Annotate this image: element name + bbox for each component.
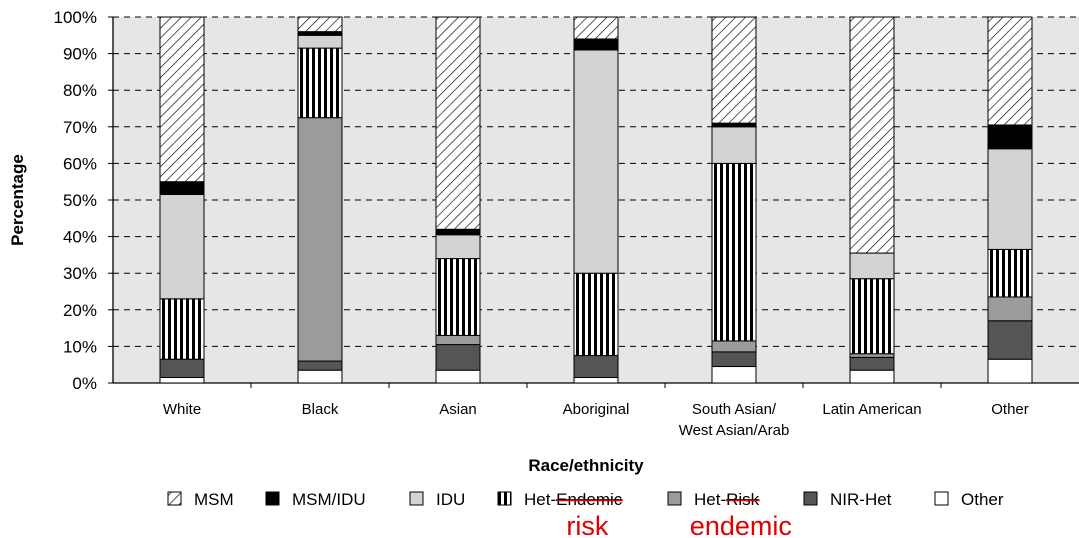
bar-segment-nir-het xyxy=(711,351,757,368)
legend-label: Het-Risk xyxy=(694,490,760,509)
y-tick-label: 100% xyxy=(54,8,97,27)
y-tick-label: 90% xyxy=(63,45,97,64)
bar-segment-msm-idu xyxy=(711,122,757,128)
legend-swatch-vertical xyxy=(497,491,512,506)
bar-segment-het-risk xyxy=(297,117,343,362)
x-axis-title: Race/ethnicity xyxy=(528,456,644,475)
y-tick-label: 40% xyxy=(63,228,97,247)
bar-segment-msm-idu xyxy=(987,124,1033,150)
x-category-label: Latin American xyxy=(822,401,921,418)
legend-label: Het-Endemic xyxy=(524,490,623,509)
y-tick-label: 50% xyxy=(63,191,97,210)
y-axis-title: Percentage xyxy=(8,154,27,246)
legend-swatch-darkgray xyxy=(803,491,818,506)
legend-swatch-hatch xyxy=(167,491,182,506)
bar-segment-msm-idu xyxy=(435,228,481,236)
bar-segment-other xyxy=(297,369,343,384)
y-tick-label: 20% xyxy=(63,301,97,320)
legend-label: MSM/IDU xyxy=(292,490,366,509)
y-tick-label: 70% xyxy=(63,118,97,137)
bar-segment-nir-het xyxy=(159,358,205,379)
y-tick-label: 60% xyxy=(63,154,97,173)
x-category-label: Aboriginal xyxy=(563,401,630,418)
x-category-label: Other xyxy=(991,401,1029,418)
bar-segment-other xyxy=(573,377,619,384)
bar-segment-msm xyxy=(435,16,481,230)
bar-segment-nir-het xyxy=(987,320,1033,360)
legend-struck-word: Risk xyxy=(726,490,760,509)
bar-segment-idu xyxy=(987,148,1033,250)
y-tick-label: 30% xyxy=(63,264,97,283)
bar-segment-other xyxy=(159,377,205,384)
bar-segment-het-risk xyxy=(987,296,1033,322)
bar-segment-nir-het xyxy=(849,356,895,371)
bar-segment-idu xyxy=(573,49,619,274)
bar-segment-het-endemic xyxy=(159,298,205,360)
y-tick-label: 80% xyxy=(63,81,97,100)
bar-segment-other xyxy=(987,358,1033,384)
legend-label: NIR-Het xyxy=(830,490,892,509)
legend-struck-word: Endemic xyxy=(556,490,623,509)
legend-label: Other xyxy=(961,490,1004,509)
bar-segment-other xyxy=(849,369,895,384)
legend-swatch-white xyxy=(934,491,949,506)
legend-swatch-midgray xyxy=(667,491,682,506)
bar-segment-idu xyxy=(159,194,205,300)
x-category-label: White xyxy=(163,401,201,418)
bar-segment-nir-het xyxy=(435,344,481,371)
x-category-label: West Asian/Arab xyxy=(679,422,790,439)
bar-segment-msm xyxy=(987,16,1033,126)
bar-segment-other xyxy=(711,366,757,384)
bar-segment-het-endemic xyxy=(573,272,619,357)
bar-segment-het-risk xyxy=(435,334,481,346)
handwritten-correction: endemic xyxy=(690,511,792,538)
legend-label: IDU xyxy=(436,490,465,509)
bar-segment-het-endemic xyxy=(711,162,757,342)
bar-segment-msm-idu xyxy=(159,181,205,196)
legend-swatch-black xyxy=(265,491,280,506)
x-category-label: Black xyxy=(302,401,339,418)
x-category-label: Asian xyxy=(439,401,477,418)
bar-segment-idu xyxy=(849,252,895,280)
bar-segment-msm xyxy=(849,16,895,254)
bar-segment-msm xyxy=(573,16,619,40)
bar-segment-idu xyxy=(297,34,343,49)
bar-segment-msm-idu xyxy=(573,38,619,51)
bar-segment-het-endemic xyxy=(987,248,1033,298)
bar-segment-het-risk xyxy=(711,340,757,353)
bar-segment-msm xyxy=(711,16,757,124)
handwritten-correction: risk xyxy=(566,511,608,538)
legend-swatch-lightgray xyxy=(409,491,424,506)
bar-segment-msm xyxy=(297,16,343,33)
y-tick-label: 0% xyxy=(72,374,97,393)
bar-segment-het-endemic xyxy=(297,47,343,119)
bar-segment-het-risk xyxy=(849,353,895,358)
bar-segment-msm xyxy=(159,16,205,183)
legend-label: MSM xyxy=(194,490,234,509)
bar-segment-idu xyxy=(711,126,757,164)
bar-segment-other xyxy=(435,369,481,384)
bar-segment-het-endemic xyxy=(849,278,895,355)
bar-segment-het-endemic xyxy=(435,258,481,336)
bar-segment-nir-het xyxy=(297,360,343,371)
y-tick-label: 10% xyxy=(63,337,97,356)
bar-segment-nir-het xyxy=(573,355,619,379)
bar-segment-msm-idu xyxy=(297,31,343,36)
x-category-label: South Asian/ xyxy=(692,401,777,418)
bar-segment-idu xyxy=(435,234,481,260)
